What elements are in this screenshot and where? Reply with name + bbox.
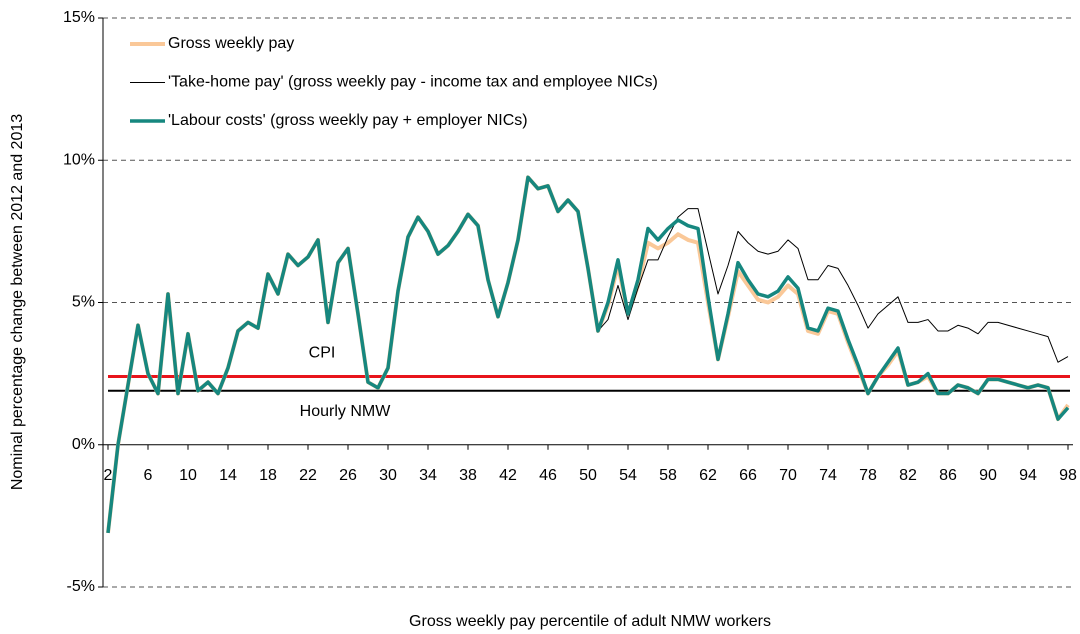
y-tick-label: 5% — [72, 294, 95, 311]
y-tick-label: -5% — [67, 578, 95, 595]
x-tick-label: 26 — [339, 467, 357, 484]
y-tick-label: 10% — [63, 151, 95, 168]
x-tick-label: 86 — [939, 467, 957, 484]
x-tick-label: 30 — [379, 467, 397, 484]
x-tick-label: 94 — [1019, 467, 1037, 484]
y-tick-label: 15% — [63, 9, 95, 26]
x-tick-label: 70 — [779, 467, 797, 484]
x-tick-label: 6 — [144, 467, 153, 484]
x-tick-label: 90 — [979, 467, 997, 484]
x-tick-label: 46 — [539, 467, 557, 484]
legend-label: Gross weekly pay — [168, 35, 294, 52]
legend-label: 'Labour costs' (gross weekly pay + emplo… — [168, 112, 528, 129]
x-tick-label: 78 — [859, 467, 877, 484]
x-tick-label: 22 — [299, 467, 317, 484]
x-tick-label: 58 — [659, 467, 677, 484]
x-tick-label: 98 — [1059, 467, 1077, 484]
x-tick-label: 2 — [104, 467, 113, 484]
x-tick-label: 50 — [579, 467, 597, 484]
x-tick-label: 42 — [499, 467, 517, 484]
x-tick-label: 18 — [259, 467, 277, 484]
x-tick-label: 82 — [899, 467, 917, 484]
x-axis-title: Gross weekly pay percentile of adult NMW… — [409, 613, 771, 630]
series-line — [597, 208, 1069, 363]
legend-label: 'Take-home pay' (gross weekly pay - inco… — [168, 74, 658, 91]
y-tick-label: 0% — [72, 436, 95, 453]
x-tick-label: 38 — [459, 467, 477, 484]
reference-label: CPI — [309, 345, 336, 362]
series-line — [106, 175, 1070, 534]
x-tick-label: 66 — [739, 467, 757, 484]
x-tick-label: 10 — [179, 467, 197, 484]
x-tick-label: 34 — [419, 467, 437, 484]
y-axis-title: Nominal percentage change between 2012 a… — [9, 114, 26, 490]
reference-label: Hourly NMW — [300, 403, 392, 420]
x-tick-label: 14 — [219, 467, 237, 484]
x-tick-label: 62 — [699, 467, 717, 484]
x-tick-label: 74 — [819, 467, 837, 484]
x-tick-label: 54 — [619, 467, 637, 484]
